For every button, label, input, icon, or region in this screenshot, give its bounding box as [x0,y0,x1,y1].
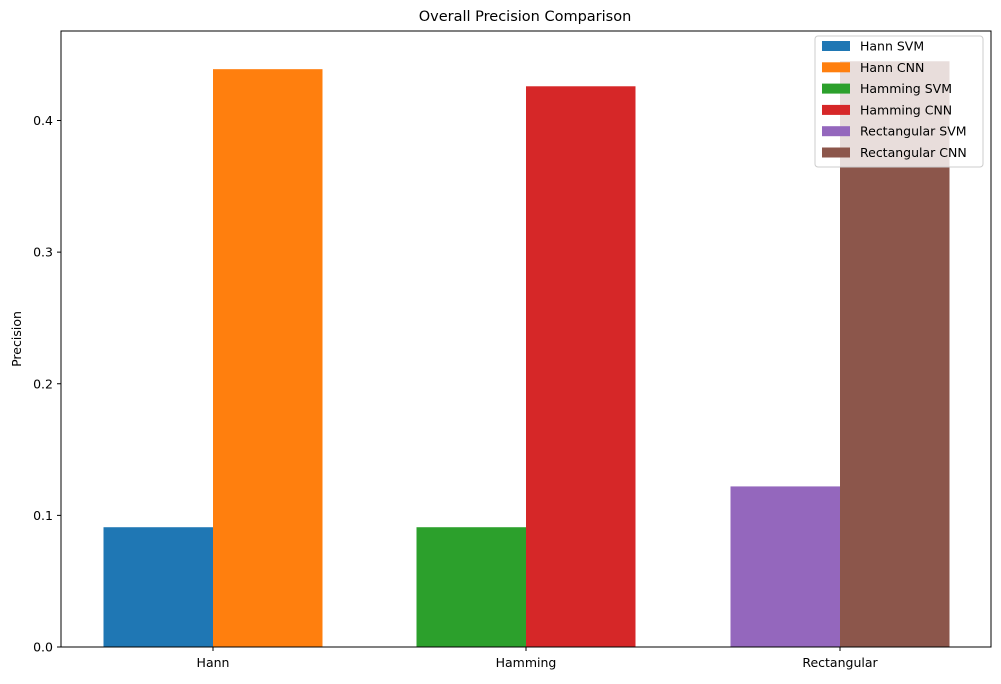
x-tick-label: Hamming [496,655,557,670]
legend-label: Rectangular CNN [860,145,967,160]
legend-swatch [822,62,850,73]
legend-swatch [822,147,850,158]
y-tick-label: 0.0 [33,640,53,655]
legend-swatch [822,83,850,94]
legend: Hann SVM Hann CNN Hamming SVM Hamming CNN Re… [814,35,984,168]
legend-label: Rectangular SVM [860,124,967,139]
bar-hann-svm [103,527,213,647]
x-tick-label: Hann [197,655,230,670]
legend-box [814,35,984,168]
legend-label: Hamming SVM [860,81,952,96]
y-tick-label: 0.1 [33,508,53,523]
y-tick-label: 0.2 [33,376,53,391]
y-axis-label: Precision [9,311,24,367]
y-ticks-layer: 0.0 0.1 0.2 0.3 0.4 [33,113,61,655]
bar-hamming-svm [416,527,526,647]
legend-label: Hann SVM [860,39,924,54]
legend-items: Hann SVM Hann CNN Hamming SVM Hamming CNN Re… [822,39,967,160]
bar-hann-cnn [213,69,323,647]
legend-label: Hann CNN [860,60,924,75]
legend-swatch [822,104,850,115]
legend-label: Hamming CNN [860,102,952,117]
x-tick-label: Rectangular [802,655,878,670]
x-ticks-layer: Hann Hamming Rectangular [197,647,879,670]
chart-title: Overall Precision Comparison [419,9,632,25]
legend-swatch [822,126,850,137]
bar-hamming-cnn [526,86,636,648]
y-tick-label: 0.3 [33,245,53,260]
plot-frame [60,30,992,648]
legend-swatch [822,41,850,51]
bar-rectangular-svm [730,486,840,647]
y-tick-label: 0.4 [33,113,53,128]
